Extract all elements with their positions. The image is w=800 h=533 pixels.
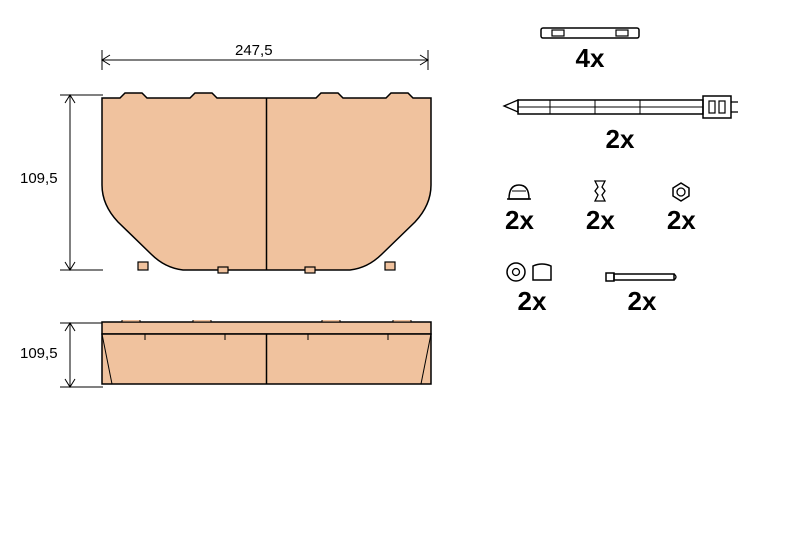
dim-height-line (55, 85, 105, 280)
part-spring-plate-qty: 2x (606, 124, 635, 155)
dim-side-height-label: 109,5 (20, 345, 58, 362)
part-pin: 2x (604, 270, 680, 317)
part-spring-plate: 2x (500, 92, 740, 155)
parts-area: 4x (480, 0, 800, 533)
part-bolt-washer-qty: 2x (518, 286, 547, 317)
parts-row-2: 2x (500, 92, 780, 155)
part-nut: 2x (667, 181, 696, 236)
dim-width-line (80, 30, 450, 70)
parts-row-1: 4x (540, 25, 780, 74)
pin-icon (604, 270, 680, 284)
main-container: 247,5 109,5 (0, 0, 800, 533)
dim-height-label: 109,5 (20, 170, 58, 187)
parts-row-4: 2x 2x (505, 260, 780, 317)
parts-row-3: 2x 2x 2x (505, 179, 780, 236)
diagram-area: 247,5 109,5 (0, 0, 480, 533)
part-clip: 4x (540, 25, 640, 74)
part-bolt-washer: 2x (505, 260, 559, 317)
dim-side-height-line (55, 315, 105, 395)
part-fastener-qty: 2x (586, 205, 615, 236)
nut-icon (670, 181, 692, 203)
spring-plate-icon (500, 92, 740, 122)
cap-icon (505, 181, 533, 203)
fastener-icon (589, 179, 611, 203)
brake-pad-front (100, 90, 435, 280)
part-pin-qty: 2x (628, 286, 657, 317)
part-cap: 2x (505, 181, 534, 236)
part-nut-qty: 2x (667, 205, 696, 236)
brake-pad-side (100, 320, 435, 390)
part-clip-qty: 4x (576, 43, 605, 74)
part-cap-qty: 2x (505, 205, 534, 236)
bolt-washer-icon (505, 260, 559, 284)
part-fastener: 2x (586, 179, 615, 236)
clip-icon (540, 25, 640, 41)
